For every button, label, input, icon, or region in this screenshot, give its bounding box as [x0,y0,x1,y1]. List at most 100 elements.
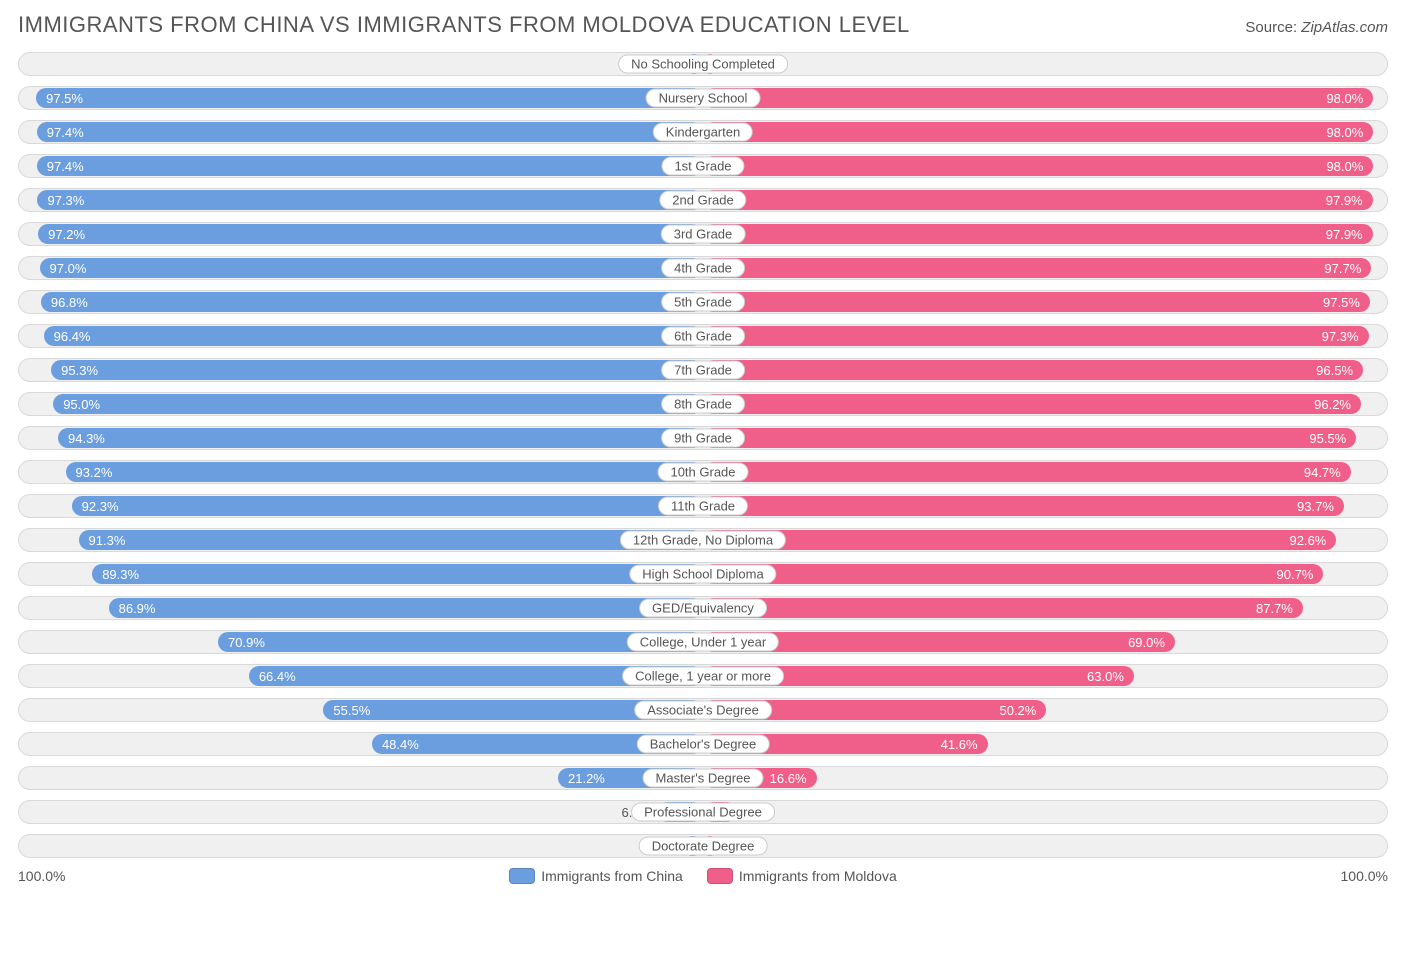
category-label: College, Under 1 year [627,633,779,652]
bar-right: 94.7% [703,462,1351,482]
bar-left-value: 86.9% [119,601,156,616]
source-value: ZipAtlas.com [1301,19,1388,36]
bar-right-value: 96.5% [1316,363,1353,378]
bar-left: 97.3% [37,190,703,210]
bar-left-value: 96.4% [54,329,91,344]
chart-source: Source: ZipAtlas.com [1245,19,1388,36]
bar-right: 87.7% [703,598,1303,618]
chart-row: 3.1%2.0%Doctorate Degree [18,834,1388,858]
chart-row: 48.4% 41.6% Bachelor's Degree [18,732,1388,756]
bar-right-value: 41.6% [941,737,978,752]
bar-left: 95.0% [53,394,703,414]
bar-left: 97.4% [37,122,703,142]
chart-legend: Immigrants from China Immigrants from Mo… [509,868,897,884]
chart-row: 97.2% 97.9%3rd Grade [18,222,1388,246]
category-label: Doctorate Degree [639,837,768,856]
legend-label-right: Immigrants from Moldova [739,868,897,884]
bar-left: 97.2% [38,224,703,244]
bar-left: 97.0% [40,258,703,278]
bar-right: 98.0% [703,88,1373,108]
category-label: 3rd Grade [661,225,746,244]
bar-left: 97.5% [36,88,703,108]
bar-left: 96.4% [44,326,703,346]
bar-left-value: 21.2% [568,771,605,786]
bar-right: 93.7% [703,496,1344,516]
category-label: College, 1 year or more [622,667,784,686]
bar-left-value: 89.3% [102,567,139,582]
category-label: 10th Grade [657,463,748,482]
chart-row: 97.4% 98.0% 1st Grade [18,154,1388,178]
bar-left: 89.3% [92,564,703,584]
category-label: 9th Grade [661,429,745,448]
axis-right-label: 100.0% [1341,868,1388,884]
bar-left-value: 94.3% [68,431,105,446]
chart-row: 6.7%4.9%Professional Degree [18,800,1388,824]
legend-label-left: Immigrants from China [541,868,683,884]
bar-left: 94.3% [58,428,703,448]
bar-left-value: 95.0% [63,397,100,412]
bar-left-value: 97.4% [47,125,84,140]
bar-right: 97.9% [703,224,1373,244]
bar-left-value: 55.5% [333,703,370,718]
legend-item-left: Immigrants from China [509,868,683,884]
bar-right-value: 98.0% [1326,125,1363,140]
bar-right-value: 93.7% [1297,499,1334,514]
bar-left-value: 95.3% [61,363,98,378]
legend-item-right: Immigrants from Moldova [707,868,897,884]
chart-row: 93.2% 94.7% 10th Grade [18,460,1388,484]
bar-right: 96.2% [703,394,1361,414]
bar-left-value: 97.0% [50,261,87,276]
bar-right-value: 97.5% [1323,295,1360,310]
bar-left-value: 97.3% [47,193,84,208]
bar-left: 92.3% [72,496,703,516]
category-label: No Schooling Completed [618,55,788,74]
category-label: Nursery School [646,89,761,108]
chart-header: IMMIGRANTS FROM CHINA VS IMMIGRANTS FROM… [18,12,1388,38]
bar-left-value: 97.2% [48,227,85,242]
bar-right-value: 16.6% [770,771,807,786]
bar-right-value: 97.9% [1326,193,1363,208]
chart-row: 21.2%16.6%Master's Degree [18,766,1388,790]
bar-left-value: 91.3% [89,533,126,548]
diverging-bar-chart: 2.6%2.0%No Schooling Completed97.5%98.0%… [18,52,1388,858]
chart-row: 96.4%97.3%6th Grade [18,324,1388,348]
bar-right-value: 94.7% [1304,465,1341,480]
bar-right-value: 98.0% [1326,91,1363,106]
category-label: Bachelor's Degree [637,735,770,754]
bar-right: 98.0% [703,156,1373,176]
category-label: GED/Equivalency [639,599,767,618]
chart-row: 97.0%97.7%4th Grade [18,256,1388,280]
category-label: 8th Grade [661,395,745,414]
bar-left: 97.4% [37,156,703,176]
axis-left-label: 100.0% [18,868,65,884]
bar-right-value: 63.0% [1087,669,1124,684]
bar-left: 95.3% [51,360,703,380]
category-label: Professional Degree [631,803,775,822]
chart-row: 97.4% 98.0% Kindergarten [18,120,1388,144]
chart-row: 89.3% 90.7% High School Diploma [18,562,1388,586]
bar-left: 96.8% [41,292,703,312]
bar-right: 98.0% [703,122,1373,142]
category-label: Associate's Degree [634,701,772,720]
bar-left-value: 92.3% [82,499,119,514]
bar-left-value: 97.5% [46,91,83,106]
bar-right-value: 98.0% [1326,159,1363,174]
chart-footer: 100.0% Immigrants from China Immigrants … [18,868,1388,884]
category-label: Kindergarten [653,123,753,142]
chart-row: 91.3%92.6%12th Grade, No Diploma [18,528,1388,552]
bar-right: 96.5% [703,360,1363,380]
chart-row: 94.3%95.5%9th Grade [18,426,1388,450]
bar-left-value: 97.4% [47,159,84,174]
category-label: 1st Grade [661,157,744,176]
category-label: 2nd Grade [659,191,746,210]
bar-left: 93.2% [66,462,703,482]
category-label: High School Diploma [629,565,776,584]
bar-left-value: 48.4% [382,737,419,752]
bar-right: 90.7% [703,564,1323,584]
bar-right: 97.5% [703,292,1370,312]
category-label: 5th Grade [661,293,745,312]
source-label: Source: [1245,19,1301,36]
bar-left-value: 70.9% [228,635,265,650]
bar-right-value: 90.7% [1277,567,1314,582]
chart-row: 95.3%96.5%7th Grade [18,358,1388,382]
